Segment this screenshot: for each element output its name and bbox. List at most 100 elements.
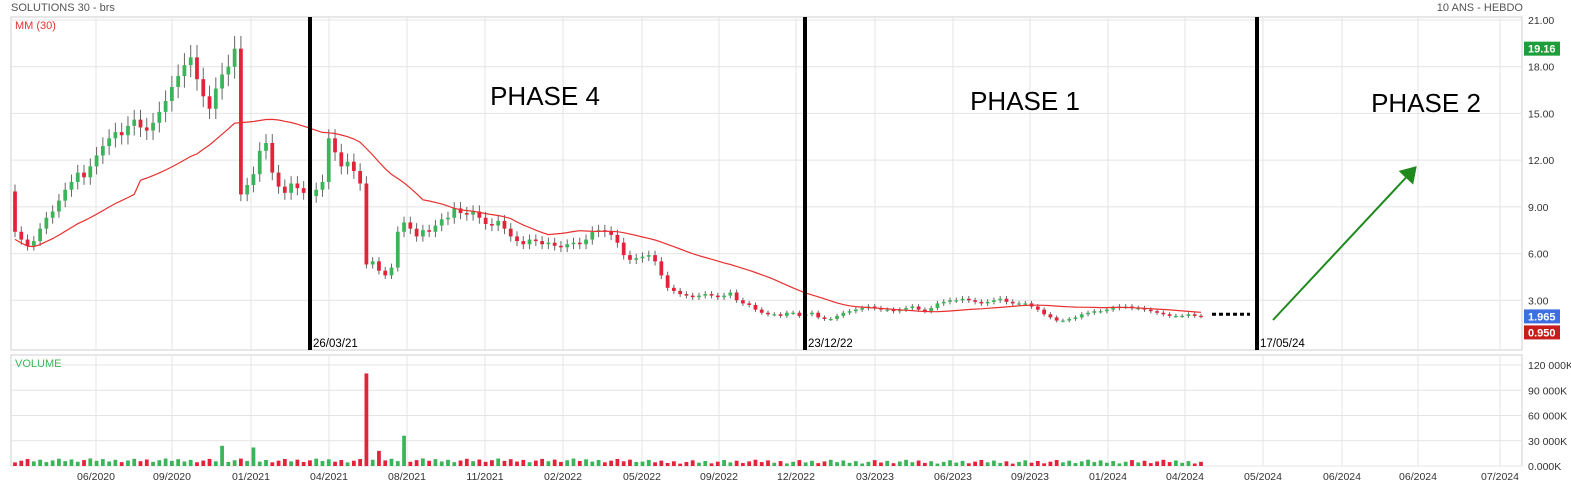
candle-body xyxy=(383,270,388,276)
candle-body xyxy=(734,292,739,301)
volume-bar xyxy=(722,460,726,466)
candle-body xyxy=(75,172,80,182)
volume-bar xyxy=(490,460,494,466)
volume-bar xyxy=(709,463,714,466)
candle-body xyxy=(546,242,551,245)
phase-boundary-date: 23/12/22 xyxy=(808,338,853,350)
volume-bar xyxy=(797,460,802,466)
candle-body xyxy=(521,241,526,245)
volume-bar xyxy=(383,460,388,466)
candle-body xyxy=(916,306,921,310)
price-tag-label: 19.16 xyxy=(1528,44,1556,56)
volume-bar xyxy=(879,462,883,466)
volume-bar xyxy=(954,462,959,466)
candle-body xyxy=(377,261,381,271)
candle-body xyxy=(1136,308,1141,310)
volume-bar xyxy=(552,459,557,466)
time-tick-label: 01/2024 xyxy=(1089,471,1127,483)
volume-bar xyxy=(471,461,475,466)
volume-bar xyxy=(803,462,808,466)
candle-body xyxy=(835,315,839,319)
volume-bar xyxy=(1086,459,1090,466)
volume-bar xyxy=(690,460,695,466)
candle-body xyxy=(1054,317,1059,321)
volume-bar xyxy=(791,461,795,466)
volume-bar xyxy=(1054,460,1059,466)
candle-body xyxy=(63,189,68,201)
phase-label: PHASE 4 xyxy=(490,81,600,111)
volume-bar xyxy=(1199,461,1203,466)
volume-bar xyxy=(163,458,168,466)
volume-bar xyxy=(132,458,137,466)
volume-bar xyxy=(207,458,212,466)
candle-body xyxy=(295,183,300,189)
volume-bar xyxy=(389,458,394,466)
volume-bar xyxy=(138,461,143,466)
candle-body xyxy=(1174,315,1178,318)
time-tick-label: 07/2024 xyxy=(1481,471,1519,483)
candle-body xyxy=(634,258,639,260)
volume-bar xyxy=(402,435,406,466)
volume-bar xyxy=(897,461,902,466)
candle-body xyxy=(1086,312,1090,315)
candle-body xyxy=(985,301,990,304)
candle-body xyxy=(421,230,425,237)
candle-body xyxy=(973,300,977,302)
volume-bar xyxy=(464,458,469,466)
volume-bar xyxy=(973,461,977,466)
candle-body xyxy=(772,314,777,316)
volume-bar xyxy=(144,459,149,466)
candle-body xyxy=(188,57,193,66)
time-tick-label: 06/2024 xyxy=(1323,471,1361,483)
volume-bar xyxy=(979,459,984,466)
time-tick-label: 01/2021 xyxy=(232,471,270,483)
volume-bar xyxy=(314,458,319,466)
volume-bar xyxy=(659,460,664,466)
candle-body xyxy=(25,239,30,246)
candle-body xyxy=(791,312,795,314)
candle-body xyxy=(289,183,293,193)
volume-bar xyxy=(75,461,80,466)
candle-body xyxy=(828,318,833,321)
volume-tick-label: 90 000K xyxy=(1528,385,1567,397)
volume-bar xyxy=(810,460,814,466)
candle-body xyxy=(646,255,651,257)
candle-body xyxy=(477,211,482,218)
volume-bar xyxy=(226,461,231,466)
volume-bar xyxy=(527,462,532,466)
chart-period: 10 ANS - HEBDO xyxy=(1436,2,1523,14)
volume-bar xyxy=(759,462,764,466)
candle-body xyxy=(822,317,827,319)
ma-label: MM (30) xyxy=(15,20,56,32)
volume-bar xyxy=(1035,460,1040,466)
y-axis-labels: 21.00 18.00 15.00 12.00 9.00 6.00 3.00 120 000K… xyxy=(1528,15,1571,473)
volume-bar xyxy=(69,459,74,466)
candle-body xyxy=(621,242,626,256)
volume-bar xyxy=(1174,460,1178,466)
candle-body xyxy=(502,220,507,229)
candle-body xyxy=(458,208,463,214)
volume-bar xyxy=(320,461,325,466)
volume-bar xyxy=(703,460,708,466)
volume-bar xyxy=(421,458,425,466)
volume-bar xyxy=(697,462,701,466)
candle-body xyxy=(1073,317,1078,319)
volume-bar xyxy=(182,461,187,466)
candle-body xyxy=(464,213,469,215)
candle-body xyxy=(226,66,231,75)
volume-bar xyxy=(615,458,620,466)
volume-bar xyxy=(270,462,275,466)
volume-bar xyxy=(345,462,350,466)
volume-bar xyxy=(734,460,739,466)
candle-body xyxy=(1161,312,1166,315)
price-tick-label: 18.00 xyxy=(1528,62,1554,74)
candle-body xyxy=(452,208,457,218)
candle-body xyxy=(182,65,187,77)
volume-bar xyxy=(515,461,519,466)
candle-body xyxy=(82,172,86,178)
candle-body xyxy=(584,239,588,245)
volume-bar xyxy=(195,462,199,466)
candle-body xyxy=(577,242,582,245)
volume-bar xyxy=(151,461,155,466)
candle-body xyxy=(1111,308,1116,310)
